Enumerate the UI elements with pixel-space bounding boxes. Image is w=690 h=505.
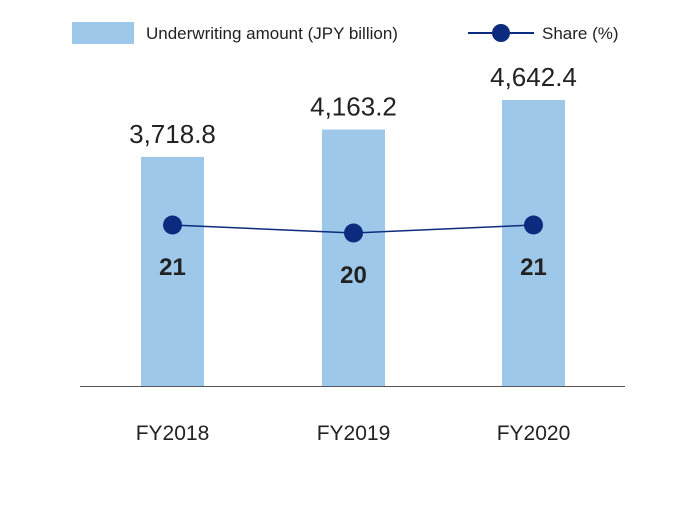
bar-fy2020 bbox=[502, 100, 565, 386]
share-point bbox=[524, 215, 543, 235]
bar-fy2018 bbox=[141, 156, 204, 386]
x-tick-label: FY2019 bbox=[317, 422, 391, 445]
legend-swatch-bar bbox=[72, 22, 134, 44]
share-point bbox=[344, 223, 363, 243]
legend: Underwriting amount (JPY billion) Share … bbox=[72, 22, 619, 44]
bar-value-label: 4,642.4 bbox=[490, 62, 577, 92]
share-value-label: 20 bbox=[340, 262, 367, 289]
legend-swatch-marker bbox=[492, 24, 510, 42]
bar-fy2019 bbox=[322, 129, 385, 386]
share-point bbox=[163, 215, 182, 235]
x-tick-label: FY2020 bbox=[497, 422, 571, 445]
bar-value-label: 4,163.2 bbox=[310, 92, 397, 122]
share-value-label: 21 bbox=[159, 254, 186, 281]
x-tick-label: FY2018 bbox=[136, 422, 210, 445]
bar-value-label: 3,718.8 bbox=[129, 119, 216, 149]
legend-label-bar: Underwriting amount (JPY billion) bbox=[146, 24, 398, 43]
legend-label-line: Share (%) bbox=[542, 24, 619, 43]
share-value-label: 21 bbox=[520, 254, 547, 281]
